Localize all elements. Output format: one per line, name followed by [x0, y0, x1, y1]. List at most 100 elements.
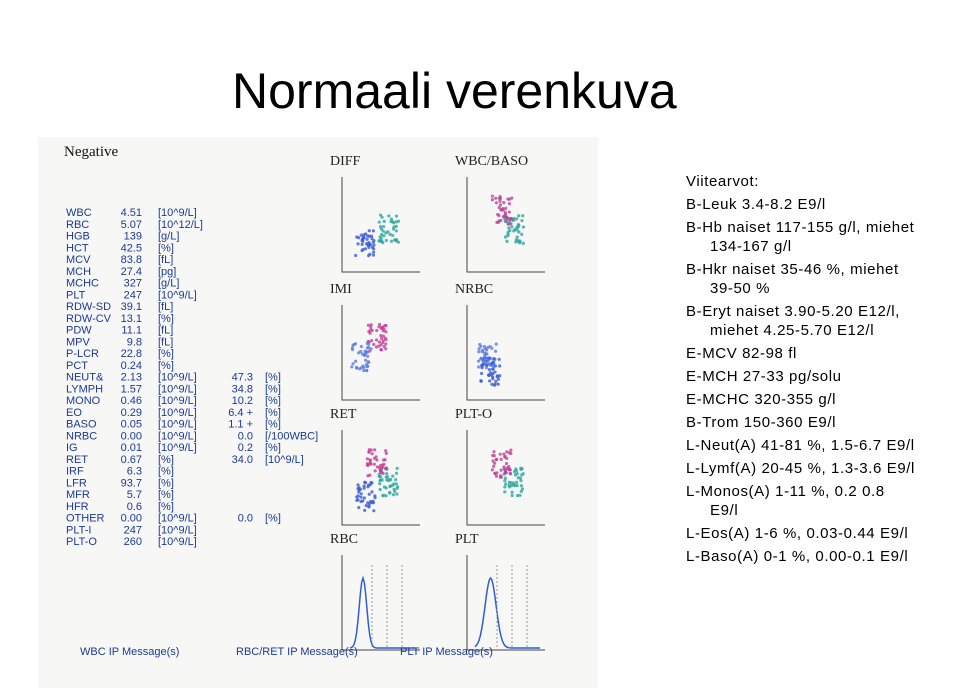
histogram	[474, 576, 540, 649]
dot	[480, 366, 484, 370]
cell: EO	[66, 407, 82, 419]
dot	[388, 484, 392, 488]
reference-line: L-Monos(A) 1-11 %, 0.2 0.8	[686, 483, 885, 500]
dot	[374, 338, 379, 342]
cell: P-LCR	[66, 348, 99, 360]
dot	[368, 458, 372, 463]
cell: MONO	[66, 395, 101, 407]
dot	[364, 358, 368, 362]
cell: 27.4	[121, 266, 142, 278]
dot	[384, 347, 388, 351]
cell: [10^9/L]	[158, 395, 197, 407]
dot	[494, 379, 498, 383]
dot	[389, 239, 394, 243]
reference-line: 39-50 %	[710, 280, 771, 297]
dot	[379, 239, 383, 243]
dot	[494, 474, 499, 478]
cell: [%]	[158, 242, 174, 254]
dot	[373, 496, 377, 500]
dot	[520, 219, 524, 223]
dot	[479, 356, 484, 360]
dot	[379, 333, 383, 338]
reference-line: E-MCV 82-98 fl	[686, 345, 797, 362]
dot	[493, 364, 498, 368]
dot	[509, 448, 513, 452]
reference-line: B-Leuk 3.4-8.2 E9/l	[686, 196, 826, 213]
reference-item: L-Neut(A) 41-81 %, 1.5-6.7 E9/l	[686, 436, 915, 455]
dot	[371, 229, 375, 233]
dot	[369, 325, 373, 329]
cell: 247	[124, 289, 142, 301]
dot	[490, 468, 494, 472]
dot	[496, 382, 500, 386]
dot	[498, 199, 502, 203]
dot	[371, 499, 375, 503]
dot	[394, 214, 399, 218]
dot	[518, 241, 522, 245]
dot	[395, 466, 399, 470]
cell: 0.05	[121, 419, 142, 431]
dot	[363, 480, 367, 484]
cell: 0.0	[238, 430, 253, 442]
dot	[381, 471, 385, 476]
dot	[515, 235, 519, 239]
dot	[394, 220, 398, 224]
cell: [fL]	[158, 325, 173, 337]
cell: 139	[124, 231, 142, 243]
dot	[381, 229, 385, 233]
dot	[477, 365, 481, 369]
reference-line: B-Hkr naiset 35-46 %, miehet	[686, 261, 899, 278]
dot	[394, 237, 398, 242]
dot	[498, 203, 503, 207]
cell: HCT	[66, 242, 89, 254]
dot	[367, 234, 372, 239]
dot	[366, 323, 371, 327]
dot	[492, 361, 496, 366]
cell: RDW-SD	[66, 301, 111, 313]
cell: [fL]	[158, 301, 173, 313]
reference-line: E-MCHC 320-355 g/l	[686, 391, 837, 408]
dot	[497, 205, 501, 210]
dot	[364, 350, 368, 354]
dot	[382, 234, 386, 238]
dot	[508, 217, 512, 222]
dot	[388, 490, 392, 495]
dot	[520, 487, 525, 491]
dot	[378, 475, 383, 479]
dot	[507, 467, 511, 471]
cell: RDW-CV	[66, 313, 112, 325]
dot	[477, 347, 481, 351]
reference-line: L-Lymf(A) 20-45 %, 1.3-3.6 E9/l	[686, 460, 915, 477]
dot	[367, 229, 371, 233]
dot	[494, 457, 499, 461]
cell: PLT-O	[66, 536, 97, 548]
dot	[492, 464, 496, 468]
cell: [%]	[158, 313, 174, 325]
cell: [fL]	[158, 254, 173, 266]
cell: OTHER	[66, 513, 105, 525]
cell: IRF	[66, 466, 84, 478]
dot	[355, 498, 359, 502]
reference-line: E-MCH 27-33 pg/solu	[686, 368, 842, 385]
dot	[506, 230, 510, 234]
dot	[498, 374, 502, 378]
cell: [10^9/L]	[265, 454, 304, 466]
dot	[380, 463, 384, 467]
dot	[370, 245, 375, 249]
dot	[512, 469, 517, 474]
cell: 0.67	[121, 454, 142, 466]
cell: [g/L]	[158, 278, 179, 290]
dot	[396, 485, 400, 489]
dot	[503, 479, 507, 483]
dot	[384, 342, 388, 346]
cell: MCV	[66, 254, 91, 266]
dot	[384, 231, 388, 235]
dot	[377, 322, 382, 327]
plot-axes	[341, 305, 420, 401]
cell: [10^9/L]	[158, 407, 197, 419]
dot	[367, 492, 371, 496]
cell: LFR	[66, 477, 87, 489]
dot	[384, 324, 388, 328]
dot	[497, 357, 501, 361]
cell: [%]	[265, 372, 281, 384]
